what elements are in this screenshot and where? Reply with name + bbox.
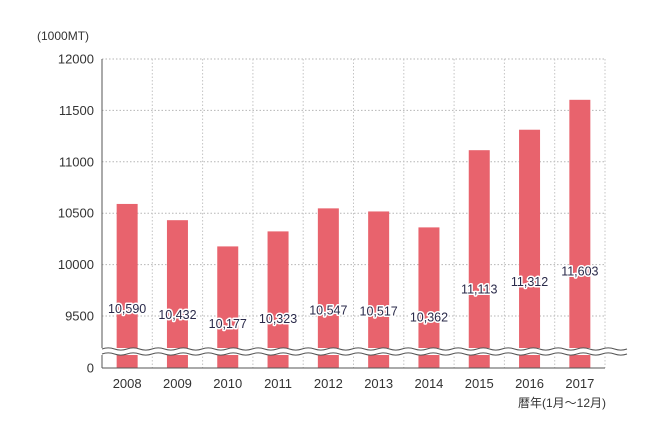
axis-break-line-2 bbox=[101, 352, 628, 356]
data-label: 11,603 bbox=[561, 264, 598, 278]
axes bbox=[101, 59, 605, 369]
data-label: 10,547 bbox=[309, 304, 347, 318]
x-tick-label: 2014 bbox=[414, 376, 443, 391]
axis-break-line-1 bbox=[101, 347, 628, 351]
data-labels: 10,590 10,432 10,177 10,323 10,547 10,517 10,3… bbox=[107, 263, 601, 333]
x-axis-label: 暦年(1月～12月) bbox=[518, 396, 606, 410]
x-tick-label: 2010 bbox=[213, 376, 242, 391]
bars bbox=[116, 99, 591, 369]
x-tick-label: 2009 bbox=[163, 376, 192, 391]
data-label: 10,177 bbox=[209, 317, 247, 331]
data-label: 10,517 bbox=[360, 305, 398, 319]
data-label: 10,590 bbox=[108, 302, 146, 316]
data-label: 10,323 bbox=[259, 312, 297, 326]
y-tick-label: 10500 bbox=[58, 206, 94, 221]
bar-2014 bbox=[418, 227, 440, 368]
x-tick-label: 2016 bbox=[515, 376, 544, 391]
bar-2009 bbox=[166, 220, 188, 368]
y-tick-label: 12000 bbox=[58, 52, 94, 67]
data-label: 11,113 bbox=[461, 283, 497, 297]
y-axis-unit-label: (1000MT) bbox=[37, 29, 89, 43]
axis-break-gap bbox=[101, 348, 606, 355]
bar-2008 bbox=[116, 203, 138, 368]
x-tick-labels: 2008 2009 2010 2011 2012 2013 2014 2015 2016 2017 bbox=[113, 376, 595, 391]
bar-2010 bbox=[217, 246, 239, 368]
y-tick-label: 10000 bbox=[58, 257, 94, 272]
y-tick-label: 11000 bbox=[59, 154, 94, 169]
y-tick-label: 9500 bbox=[65, 309, 94, 324]
grid-lines bbox=[102, 58, 606, 368]
bar-2011 bbox=[267, 231, 289, 368]
x-tick-label: 2017 bbox=[565, 376, 594, 391]
data-label: 11,312 bbox=[511, 275, 548, 289]
bar-2012 bbox=[317, 208, 339, 368]
bar-2015 bbox=[468, 150, 490, 368]
y-tick-label: 0 bbox=[87, 361, 94, 376]
x-tick-label: 2008 bbox=[113, 376, 142, 391]
data-label: 10,362 bbox=[410, 310, 448, 324]
bar-2017 bbox=[569, 99, 591, 369]
axis-break bbox=[101, 347, 628, 356]
data-label: 10,432 bbox=[158, 308, 196, 322]
bar-2016 bbox=[519, 129, 541, 368]
y-tick-label: 11500 bbox=[59, 103, 94, 118]
x-tick-label: 2013 bbox=[364, 376, 393, 391]
y-tick-labels: 0 9500 10000 10500 11000 11500 12000 bbox=[58, 52, 94, 376]
x-tick-label: 2012 bbox=[314, 376, 343, 391]
x-tick-label: 2015 bbox=[465, 376, 494, 391]
bar-2013 bbox=[368, 211, 390, 368]
x-tick-label: 2011 bbox=[264, 376, 292, 391]
